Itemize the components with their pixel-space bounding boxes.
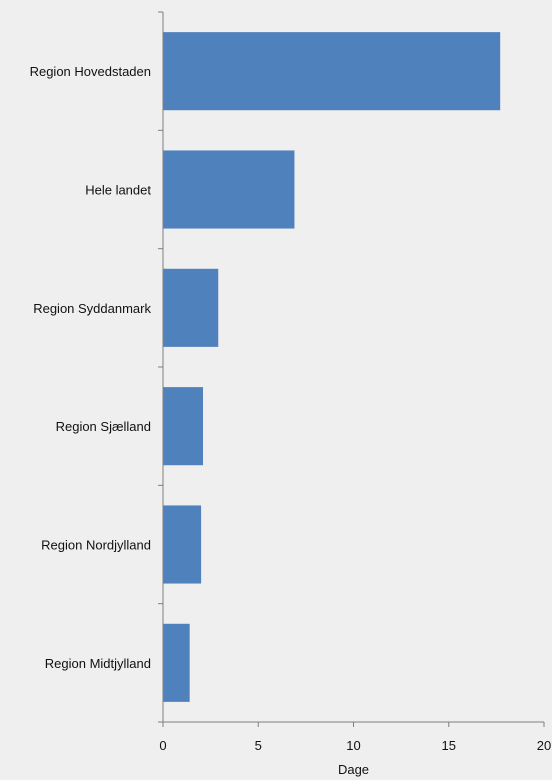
x-tick-label: 15: [442, 738, 456, 753]
bar: [163, 387, 204, 466]
bar: [163, 150, 295, 229]
labels-group: Region Hovedstaden Hele landet Region Sydd…: [30, 64, 552, 753]
category-label: Region Midtjylland: [45, 656, 151, 671]
axes-group: [162, 12, 544, 723]
x-axis-title: Dage: [338, 762, 369, 777]
x-tick-label: 10: [346, 738, 360, 753]
category-label: Region Syddanmark: [33, 301, 151, 316]
bars-group: [163, 32, 501, 702]
bar: [163, 268, 219, 347]
category-label: Region Nordjylland: [41, 538, 151, 553]
bar: [163, 623, 190, 702]
x-tick-label: 0: [159, 738, 166, 753]
x-tick-label: 5: [255, 738, 262, 753]
category-label: Region Hovedstaden: [30, 64, 151, 79]
ticks-group: [158, 11, 545, 727]
category-label: Hele landet: [85, 183, 151, 198]
bar: [163, 32, 501, 111]
category-label: Region Sjælland: [56, 419, 151, 434]
x-tick-label: 20: [537, 738, 551, 753]
bar: [163, 505, 202, 584]
